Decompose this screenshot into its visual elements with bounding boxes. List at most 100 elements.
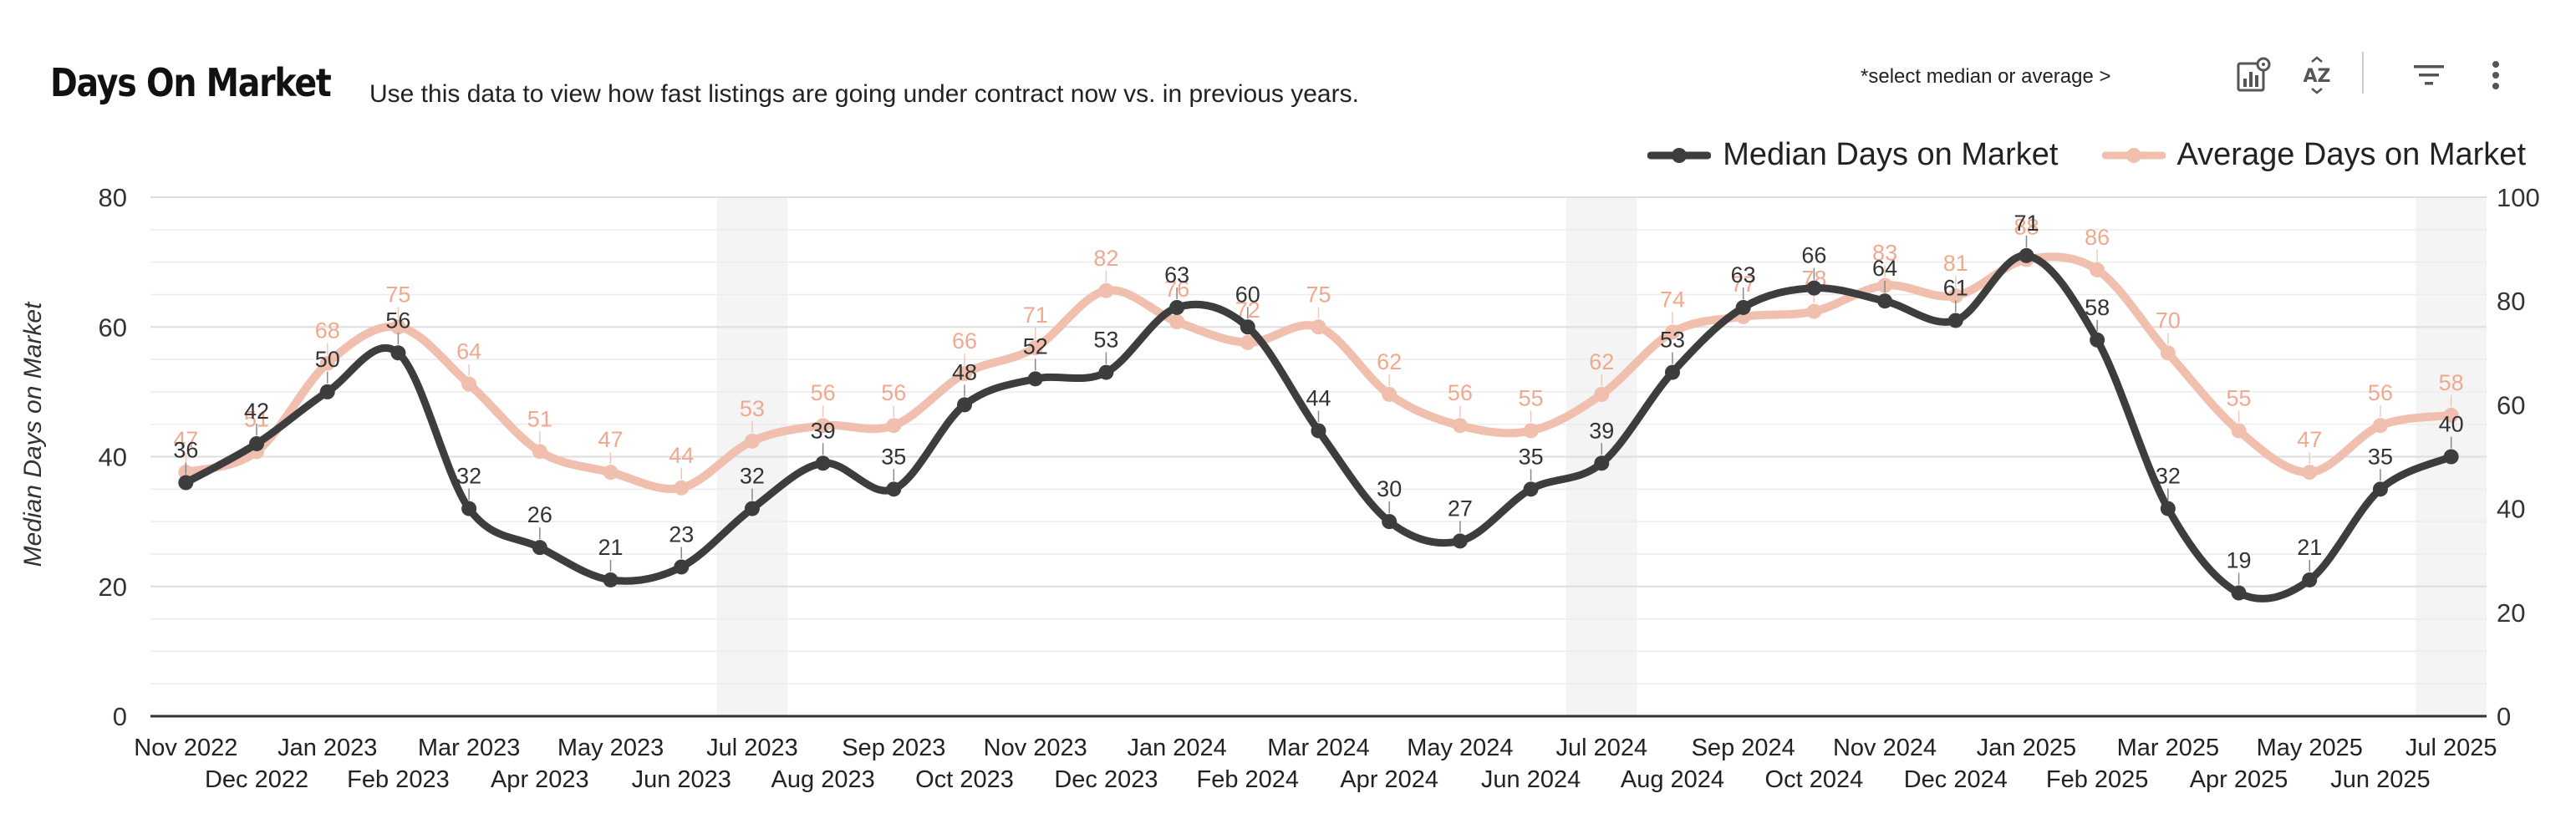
y2-tick-label: 20 xyxy=(2497,598,2525,628)
data-point-average xyxy=(2090,262,2105,277)
x-tick-label: Apr 2024 xyxy=(1340,766,1438,793)
legend-item-average[interactable]: Average Days on Market xyxy=(2101,137,2527,173)
data-label-average: 82 xyxy=(1093,246,1118,271)
y2-tick-label: 100 xyxy=(2497,183,2540,212)
data-point-median xyxy=(674,559,690,575)
x-tick-label: Apr 2025 xyxy=(2190,766,2288,793)
data-point-average xyxy=(2372,418,2388,434)
data-label-median: 52 xyxy=(1023,333,1048,359)
page-title: Days On Market xyxy=(50,60,332,105)
data-label-average: 71 xyxy=(1023,303,1048,328)
x-tick-label: Jun 2023 xyxy=(632,766,731,793)
data-label-average: 75 xyxy=(1306,282,1331,307)
x-tick-label: Feb 2023 xyxy=(347,766,450,793)
data-point-median xyxy=(1311,423,1326,439)
data-label-median: 44 xyxy=(1306,385,1331,410)
x-tick-label: Dec 2024 xyxy=(1904,766,2008,793)
data-label-average: 56 xyxy=(881,380,906,405)
sort-az-glyph: AZ xyxy=(2304,56,2330,94)
data-label-median: 53 xyxy=(1093,328,1118,353)
data-point-average xyxy=(2231,423,2247,439)
x-tick-label: May 2023 xyxy=(557,735,664,761)
data-point-median xyxy=(815,455,831,471)
data-label-median: 63 xyxy=(1731,262,1756,287)
data-label-median: 32 xyxy=(740,464,765,489)
data-label-median: 21 xyxy=(598,535,624,560)
data-label-median: 21 xyxy=(2297,535,2322,560)
data-point-average xyxy=(886,418,902,434)
data-label-median: 39 xyxy=(1589,418,1614,443)
data-label-median: 40 xyxy=(2439,412,2464,437)
x-tick-label: Dec 2022 xyxy=(205,766,308,793)
data-point-median xyxy=(532,540,547,556)
x-tick-label: May 2025 xyxy=(2257,735,2363,761)
data-label-median: 27 xyxy=(1448,496,1473,521)
data-point-average xyxy=(815,418,831,434)
data-label-average: 62 xyxy=(1589,349,1614,374)
data-point-median xyxy=(1169,299,1185,315)
data-label-average: 75 xyxy=(385,282,410,307)
x-tick-label: Nov 2022 xyxy=(134,735,237,761)
filter-icon[interactable] xyxy=(2405,52,2452,99)
data-point-average xyxy=(1169,314,1185,330)
more-vert-icon[interactable] xyxy=(2472,52,2519,99)
legend-item-median[interactable]: Median Days on Market xyxy=(1647,137,2059,173)
data-label-median: 39 xyxy=(811,418,836,443)
data-point-median xyxy=(1240,319,1255,335)
select-hint: *select median or average > xyxy=(1861,65,2111,88)
data-label-median: 23 xyxy=(669,521,694,547)
data-label-median: 35 xyxy=(2368,444,2393,469)
data-point-average xyxy=(1098,282,1114,298)
x-tick-label: Sep 2023 xyxy=(842,735,945,761)
data-point-median xyxy=(1098,364,1114,380)
data-label-median: 35 xyxy=(881,444,906,469)
data-point-average xyxy=(1523,423,1539,439)
chart-legend: Median Days on Market Average Days on Ma… xyxy=(1647,137,2526,173)
data-point-average xyxy=(2160,345,2176,361)
data-point-median xyxy=(319,384,335,399)
data-label-average: 53 xyxy=(740,396,765,421)
data-point-average xyxy=(1664,324,1680,340)
chart-settings-glyph xyxy=(2237,57,2271,92)
x-tick-label: Nov 2024 xyxy=(1833,735,1937,761)
x-tick-label: Jul 2025 xyxy=(2405,735,2497,761)
data-point-median xyxy=(1382,514,1397,530)
data-point-average xyxy=(1806,303,1822,319)
x-tick-label: Aug 2023 xyxy=(771,766,875,793)
data-point-average xyxy=(1311,319,1326,335)
data-point-median xyxy=(1664,364,1680,380)
data-point-median xyxy=(2090,332,2105,348)
data-point-median xyxy=(461,501,477,516)
x-tick-label: Jan 2024 xyxy=(1127,735,1226,761)
data-label-average: 47 xyxy=(173,427,198,452)
data-label-median: 32 xyxy=(2156,464,2181,489)
data-point-average xyxy=(1382,386,1397,402)
data-label-median: 61 xyxy=(1943,275,1968,300)
data-point-average xyxy=(1452,418,1468,434)
data-label-average: 56 xyxy=(1448,380,1473,405)
y2-tick-label: 60 xyxy=(2497,390,2525,420)
data-label-median: 60 xyxy=(1235,282,1260,307)
data-point-median xyxy=(1735,299,1751,315)
sort-az-icon[interactable]: AZ xyxy=(2293,52,2340,99)
data-label-average: 51 xyxy=(527,406,552,431)
data-point-average xyxy=(1947,287,1963,303)
data-label-average: 62 xyxy=(1377,349,1402,374)
data-label-median: 36 xyxy=(173,438,198,463)
data-point-average xyxy=(603,465,619,481)
data-label-median: 48 xyxy=(952,359,977,384)
data-label-average: 55 xyxy=(2227,385,2252,410)
data-label-average: 68 xyxy=(315,318,340,343)
data-point-average xyxy=(1594,386,1610,402)
x-tick-label: Feb 2025 xyxy=(2046,766,2149,793)
data-point-median xyxy=(2019,247,2034,263)
legend-swatch-average xyxy=(2101,147,2166,163)
legend-label-average: Average Days on Market xyxy=(2176,137,2527,172)
data-point-median xyxy=(603,572,619,587)
x-tick-label: Mar 2025 xyxy=(2117,735,2220,761)
x-tick-label: Jul 2023 xyxy=(706,735,798,761)
legend-swatch-median xyxy=(1647,147,1712,163)
data-point-median xyxy=(1806,280,1822,296)
chart-settings-icon[interactable] xyxy=(2230,52,2277,99)
